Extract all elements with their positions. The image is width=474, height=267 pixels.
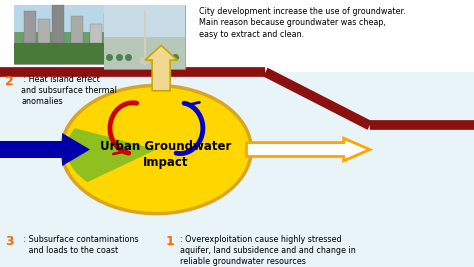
Bar	[14, 43, 147, 64]
Polygon shape	[62, 133, 90, 166]
Text: : Subsurface contaminations
   and loads to the coast: : Subsurface contaminations and loads to…	[21, 235, 139, 255]
Bar	[14, 5, 147, 64]
Bar	[104, 37, 185, 69]
FancyArrow shape	[145, 45, 177, 91]
Text: Urban Groundwater
Impact: Urban Groundwater Impact	[100, 140, 232, 169]
Text: 2: 2	[5, 75, 13, 88]
Bar	[71, 16, 83, 43]
Ellipse shape	[62, 85, 251, 214]
Bar	[0, 141, 66, 158]
Wedge shape	[66, 128, 156, 182]
Bar	[52, 5, 64, 43]
Bar	[104, 5, 185, 69]
Text: : Heat island effect
and subsurface thermal
anomalies: : Heat island effect and subsurface ther…	[21, 75, 117, 106]
Text: : Overexploitation cause highly stressed
aquifer, land subsidence and and change: : Overexploitation cause highly stressed…	[180, 235, 356, 266]
Bar	[24, 11, 36, 43]
Bar	[0, 0, 474, 72]
Bar	[133, 19, 145, 43]
Bar	[104, 13, 116, 43]
Bar	[118, 21, 130, 43]
Bar	[90, 24, 102, 43]
Bar	[140, 57, 149, 64]
Bar	[104, 5, 185, 37]
FancyArrow shape	[246, 138, 370, 161]
Text: City development increase the use of groundwater.
Main reason because groundwate: City development increase the use of gro…	[199, 7, 406, 39]
Bar	[14, 5, 147, 32]
Bar	[38, 19, 50, 43]
Text: 3: 3	[5, 235, 13, 248]
Text: 1: 1	[166, 235, 174, 248]
